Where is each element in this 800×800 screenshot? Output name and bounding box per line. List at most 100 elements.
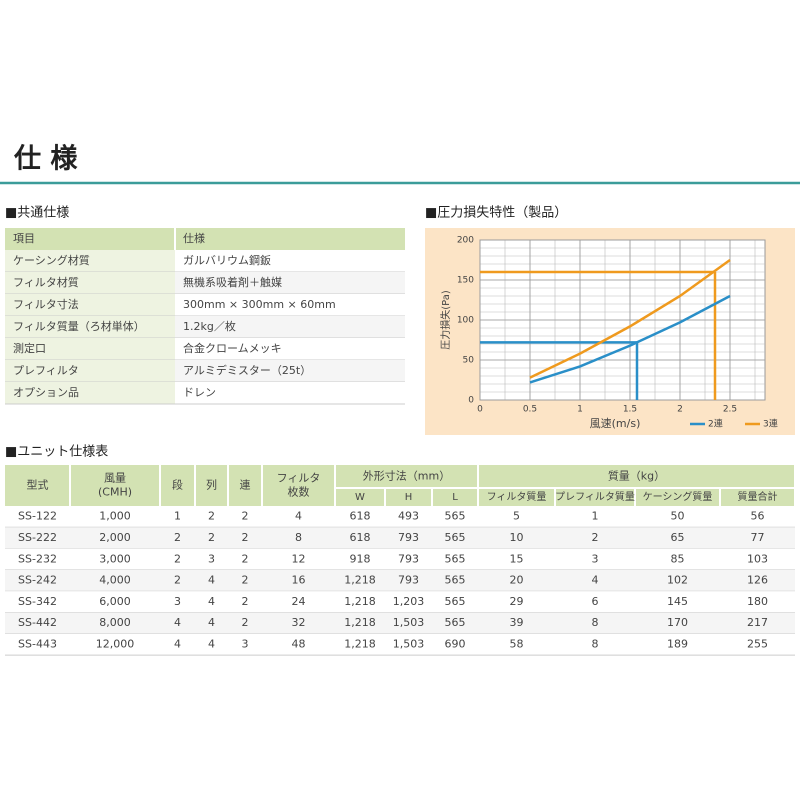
- value-cell-bg: [175, 382, 405, 404]
- table-cell: 1,218: [344, 637, 376, 650]
- table-cell: 2: [208, 531, 215, 544]
- table-cell: 1,203: [393, 595, 425, 608]
- table-cell: 2: [208, 510, 215, 523]
- table-cell: 565: [445, 510, 466, 523]
- table-cell: 2: [242, 574, 249, 587]
- x-tick-label: 1: [577, 405, 583, 415]
- table-cell: オプション品: [13, 386, 79, 399]
- x-tick-label: 2.5: [723, 405, 737, 415]
- table-cell: 8: [295, 531, 302, 544]
- table-cell: 2: [242, 552, 249, 565]
- table-cell: 565: [445, 616, 466, 629]
- table-cell: 1,503: [393, 637, 425, 650]
- table-cell: 2: [174, 531, 181, 544]
- table-cell: 4: [592, 574, 599, 587]
- sub-header: ケーシング質量: [643, 490, 713, 503]
- table-cell: 2: [242, 510, 249, 523]
- sub-header: 質量合計: [738, 490, 778, 503]
- table-cell: SS-222: [18, 531, 57, 544]
- table-cell: 103: [747, 552, 768, 565]
- table-cell: SS-232: [18, 552, 57, 565]
- row-bg: [5, 527, 795, 549]
- table-cell: 77: [751, 531, 765, 544]
- table-cell: 102: [667, 574, 688, 587]
- y-tick-label: 150: [457, 276, 474, 286]
- table-cell: 32: [292, 616, 306, 629]
- header-cell: 段: [172, 478, 183, 492]
- table-cell: 1,218: [344, 574, 376, 587]
- table-cell: 2: [242, 595, 249, 608]
- series-line: [529, 258, 731, 379]
- table-cell: 255: [747, 637, 768, 650]
- table-cell: フィルタ質量（ろ材単体）: [13, 319, 145, 333]
- label-cell-bg: [5, 294, 175, 316]
- table-cell: 565: [445, 531, 466, 544]
- sub-header: プレフィルタ質量: [555, 490, 635, 503]
- value-cell-bg: [175, 250, 405, 272]
- sub-header: W: [355, 492, 365, 503]
- table-cell: SS-242: [18, 574, 57, 587]
- y-tick-label: 0: [468, 396, 474, 406]
- table-cell: 15: [510, 552, 524, 565]
- table-cell: 4: [208, 637, 215, 650]
- table-cell: 793: [398, 552, 419, 565]
- table-cell: 6,000: [99, 595, 131, 608]
- label-cell-bg: [5, 382, 175, 404]
- table-cell: 1,503: [393, 616, 425, 629]
- table-cell: 29: [510, 595, 524, 608]
- table-cell: 690: [445, 637, 466, 650]
- table-cell: 4: [174, 616, 181, 629]
- value-cell-bg: [175, 360, 405, 382]
- table-cell: 918: [350, 552, 371, 565]
- row-bg: [5, 633, 795, 656]
- table-cell: 3: [242, 637, 249, 650]
- table-cell: ガルバリウム鋼鈑: [183, 253, 271, 267]
- table-cell: アルミデミスター（25t）: [183, 363, 311, 377]
- table-cell: SS-342: [18, 595, 57, 608]
- table-cell: 565: [445, 574, 466, 587]
- row-bg: [5, 506, 795, 528]
- table-cell: 48: [292, 637, 306, 650]
- table-cell: 4: [208, 595, 215, 608]
- y-tick-label: 200: [457, 236, 474, 246]
- legend-label: 2連: [708, 418, 723, 430]
- x-tick-label: 0: [477, 405, 483, 415]
- table-cell: 493: [398, 510, 419, 523]
- table-cell: 4,000: [99, 574, 131, 587]
- table-cell: 10: [510, 531, 524, 544]
- label-cell-bg: [5, 272, 175, 294]
- table-cell: 56: [751, 510, 765, 523]
- header-row: [5, 228, 405, 250]
- sub-header: H: [405, 492, 413, 503]
- section-title: ■共通仕様: [5, 206, 69, 221]
- header-cell: 風量: [104, 472, 126, 485]
- table-cell: ドレン: [183, 386, 216, 399]
- table-cell: 1,218: [344, 616, 376, 629]
- table-cell: 8,000: [99, 616, 131, 629]
- table-cell: SS-122: [18, 510, 57, 523]
- table-cell: 58: [510, 637, 524, 650]
- table-cell: 24: [292, 595, 306, 608]
- table-cell: 16: [292, 574, 306, 587]
- x-tick-label: 2: [677, 405, 683, 415]
- table-cell: 1,218: [344, 595, 376, 608]
- row-bg: [5, 548, 795, 570]
- table-cell: 618: [350, 531, 371, 544]
- table-cell: 4: [295, 510, 302, 523]
- table-cell: 2: [592, 531, 599, 544]
- table-cell: 145: [667, 595, 688, 608]
- sub-header: L: [452, 492, 458, 503]
- table-cell: 65: [671, 531, 685, 544]
- x-axis-label: 風速(m/s): [590, 417, 641, 430]
- table-cell: 合金クロームメッキ: [183, 341, 282, 355]
- table-cell: 2: [174, 574, 181, 587]
- table-cell: プレフィルタ: [13, 364, 79, 377]
- section-title: ■圧力損失特性（製品）: [425, 206, 567, 221]
- table-cell: 6: [592, 595, 599, 608]
- table-cell: 8: [592, 637, 599, 650]
- label-cell-bg: [5, 250, 175, 272]
- table-cell: SS-443: [18, 637, 57, 650]
- table-cell: 無機系吸着剤＋触媒: [183, 275, 282, 289]
- group-header: 外形寸法（mm）: [363, 469, 450, 483]
- x-tick-label: 1.5: [623, 405, 637, 415]
